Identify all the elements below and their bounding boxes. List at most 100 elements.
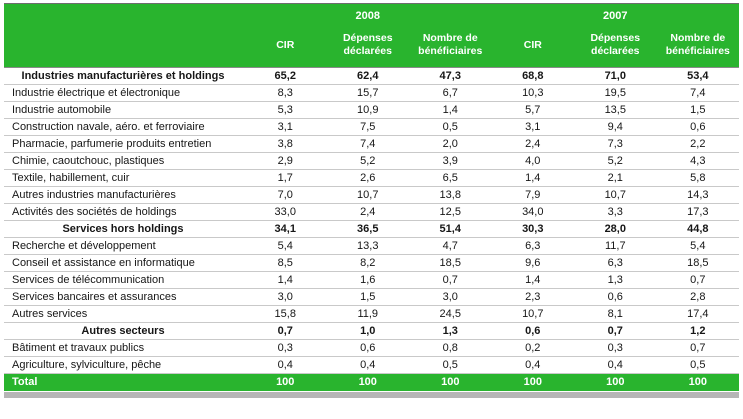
cell-value: 1,4 (491, 169, 575, 187)
table-row: Services de télécommunication 1,4 1,6 0,7 1,… (4, 271, 740, 289)
cell-value: 0,6 (491, 322, 575, 340)
row-label: Activités des sociétés de holdings (4, 203, 244, 221)
table-row: Textile, habillement, cuir 1,7 2,6 6,5 1,4 2,… (4, 169, 740, 187)
cell-value: 1,0 (326, 322, 409, 340)
cell-value: 10,9 (326, 101, 409, 119)
bottom-shadow-strip (4, 391, 739, 398)
cell-value: 11,7 (574, 237, 657, 255)
cell-value: 0,4 (244, 356, 327, 374)
table-row: Activités des sociétés de holdings 33,0 2,… (4, 203, 740, 221)
cell-value: 12,5 (409, 203, 492, 221)
cell-value: 18,5 (409, 254, 492, 272)
cell-value: 7,5 (326, 118, 409, 136)
cell-value: 0,7 (244, 322, 327, 340)
cell-value: 0,6 (656, 118, 740, 136)
col-header-depenses-2007: Dépenses déclarées (574, 23, 657, 68)
row-label: Industrie automobile (4, 101, 244, 119)
row-label: Chimie, caoutchouc, plastiques (4, 152, 244, 170)
cell-value: 47,3 (409, 67, 492, 85)
cell-value: 28,0 (574, 220, 657, 238)
table-body: Industries manufacturières et holdings 65… (4, 67, 740, 374)
cell-value: 0,3 (574, 339, 657, 357)
cell-value: 18,5 (656, 254, 740, 272)
cell-value: 1,4 (491, 271, 575, 289)
cell-value: 51,4 (409, 220, 492, 238)
year-header-2007: 2007 (491, 3, 740, 24)
cell-value: 5,8 (656, 169, 740, 187)
table-row: Recherche et développement 5,4 13,3 4,7 6,3 1… (4, 237, 740, 255)
header-corner-cell (4, 3, 244, 24)
total-label: Total (4, 373, 244, 391)
cell-value: 0,5 (409, 118, 492, 136)
cell-value: 6,3 (574, 254, 657, 272)
cell-value: 62,4 (326, 67, 409, 85)
cell-value: 6,5 (409, 169, 492, 187)
cell-value: 7,3 (574, 135, 657, 153)
cell-value: 3,1 (244, 118, 327, 136)
cell-value: 0,5 (409, 356, 492, 374)
row-label: Conseil et assistance en informatique (4, 254, 244, 272)
cell-value: 0,5 (656, 356, 740, 374)
cell-value: 2,2 (656, 135, 740, 153)
cell-value: 0,6 (574, 288, 657, 306)
cell-value: 0,7 (656, 271, 740, 289)
table-row: Industrie électrique et électronique 8,3 1… (4, 84, 740, 102)
cell-value: 17,3 (656, 203, 740, 221)
table-header: 2008 2007 CIR Dépenses déclarées Nombre … (4, 3, 740, 68)
col-header-beneficiaires-2007: Nombre de bénéficiaires (656, 23, 740, 68)
table-row: Bâtiment et travaux publics 0,3 0,6 0,8 0,2 0… (4, 339, 740, 357)
total-value: 100 (409, 373, 492, 391)
cell-value: 2,9 (244, 152, 327, 170)
table-row: Pharmacie, parfumerie produits entretien… (4, 135, 740, 153)
column-header-row: CIR Dépenses déclarées Nombre de bénéfic… (4, 23, 740, 68)
cell-value: 36,5 (326, 220, 409, 238)
cell-value: 8,2 (326, 254, 409, 272)
total-value: 100 (656, 373, 740, 391)
cell-value: 4,7 (409, 237, 492, 255)
cell-value: 0,8 (409, 339, 492, 357)
row-label: Construction navale, aéro. et ferroviair… (4, 118, 244, 136)
cell-value: 0,6 (326, 339, 409, 357)
cell-value: 33,0 (244, 203, 327, 221)
row-label: Services hors holdings (4, 220, 244, 238)
table-row: Chimie, caoutchouc, plastiques 2,9 5,2 3,9 4… (4, 152, 740, 170)
row-label: Recherche et développement (4, 237, 244, 255)
cell-value: 1,5 (656, 101, 740, 119)
row-label: Industrie électrique et électronique (4, 84, 244, 102)
total-value: 100 (244, 373, 327, 391)
cir-statistics-table: 2008 2007 CIR Dépenses déclarées Nombre … (4, 3, 740, 391)
cell-value: 0,3 (244, 339, 327, 357)
cell-value: 3,9 (409, 152, 492, 170)
total-value: 100 (326, 373, 409, 391)
table-row: Agriculture, sylviculture, pêche 0,4 0,4 0,… (4, 356, 740, 374)
cell-value: 13,3 (326, 237, 409, 255)
cell-value: 8,5 (244, 254, 327, 272)
cell-value: 0,2 (491, 339, 575, 357)
group-row: Autres secteurs 0,7 1,0 1,3 0,6 0,7 1,2 (4, 322, 740, 340)
cell-value: 3,0 (409, 288, 492, 306)
cell-value: 3,3 (574, 203, 657, 221)
cell-value: 15,7 (326, 84, 409, 102)
cell-value: 2,4 (326, 203, 409, 221)
table-row: Autres industries manufacturières 7,0 10,7… (4, 186, 740, 204)
cell-value: 19,5 (574, 84, 657, 102)
year-header-2008: 2008 (244, 3, 492, 24)
col-header-depenses-2008: Dépenses déclarées (326, 23, 409, 68)
cell-value: 10,3 (491, 84, 575, 102)
header-label-cell (4, 23, 244, 68)
cell-value: 5,2 (326, 152, 409, 170)
cell-value: 71,0 (574, 67, 657, 85)
cell-value: 34,1 (244, 220, 327, 238)
col-header-cir-2008: CIR (244, 23, 327, 68)
cell-value: 6,3 (491, 237, 575, 255)
cell-value: 53,4 (656, 67, 740, 85)
cell-value: 1,5 (326, 288, 409, 306)
cell-value: 10,7 (491, 305, 575, 323)
cell-value: 1,6 (326, 271, 409, 289)
cell-value: 0,4 (491, 356, 575, 374)
cell-value: 15,8 (244, 305, 327, 323)
row-label: Bâtiment et travaux publics (4, 339, 244, 357)
col-header-cir-2007: CIR (491, 23, 575, 68)
cell-value: 30,3 (491, 220, 575, 238)
cell-value: 7,0 (244, 186, 327, 204)
